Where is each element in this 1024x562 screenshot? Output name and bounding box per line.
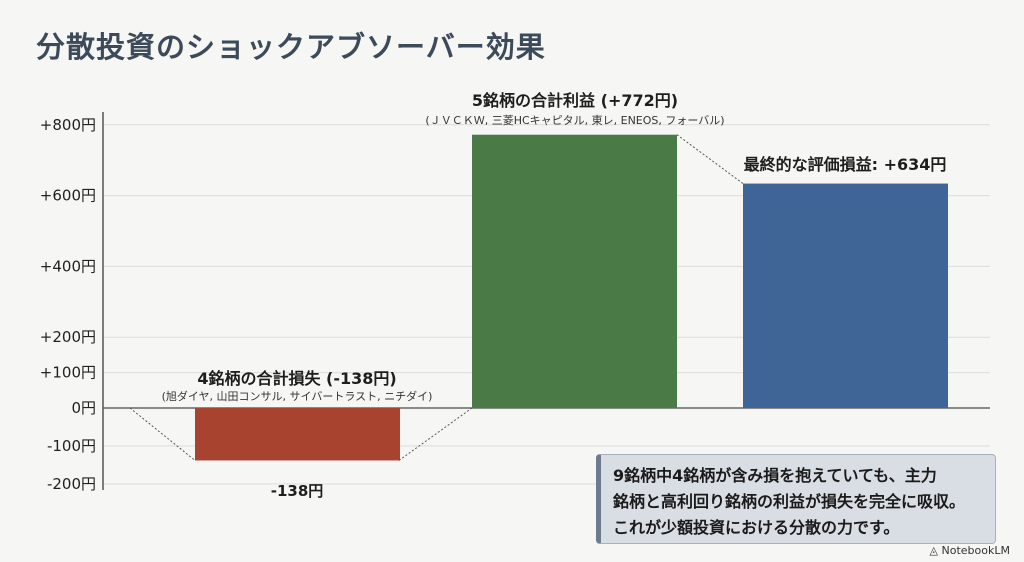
connector-line bbox=[676, 134, 744, 184]
y-tick-label: +100円 bbox=[40, 364, 96, 382]
notebooklm-logo: ◬ NotebookLM bbox=[930, 544, 1010, 557]
y-tick-label: +400円 bbox=[40, 257, 96, 275]
final-title-label: 最終的な評価損益: +634円 bbox=[744, 155, 947, 174]
summary-callout: 9銘柄中4銘柄が含み損を抱えていても、主力 銘柄と高利回り銘柄の利益が損失を完全… bbox=[596, 454, 996, 544]
connector-line bbox=[129, 407, 196, 461]
y-tick-label: 0円 bbox=[71, 399, 96, 417]
gain-detail-label: (ＪＶＣＫＷ, 三菱HCキャピタル, 東レ, ENEOS, フォーバル) bbox=[425, 114, 724, 127]
connector-line bbox=[398, 407, 473, 461]
logo-text: NotebookLM bbox=[941, 544, 1010, 557]
y-tick-label: -200円 bbox=[47, 475, 96, 493]
y-tick-label: +600円 bbox=[40, 187, 96, 205]
callout-line: 9銘柄中4銘柄が含み損を抱えていても、主力 bbox=[613, 466, 937, 485]
callout-line: 銘柄と高利回り銘柄の利益が損失を完全に吸収。 bbox=[613, 492, 966, 511]
loss-title-label: 4銘柄の合計損失 (-138円) bbox=[197, 369, 396, 388]
bar-final bbox=[743, 183, 948, 408]
gain-title-label: 5銘柄の合計利益 (+772円) bbox=[472, 91, 678, 110]
bar-loss bbox=[195, 408, 400, 461]
bar-gain bbox=[472, 134, 677, 408]
y-tick-label: +200円 bbox=[40, 328, 96, 346]
callout-line: これが少額投資における分散の力です。 bbox=[613, 518, 900, 537]
loss-value-label: -138円 bbox=[271, 482, 324, 500]
chart-title: 分散投資のショックアブソーバー効果 bbox=[36, 30, 546, 64]
loss-detail-label: (旭ダイヤ, 山田コンサル, サイバートラスト, ニチダイ) bbox=[162, 389, 433, 403]
logo-icon: ◬ bbox=[929, 544, 942, 557]
y-tick-label: -100円 bbox=[47, 437, 96, 455]
y-tick-label: +800円 bbox=[40, 116, 96, 134]
